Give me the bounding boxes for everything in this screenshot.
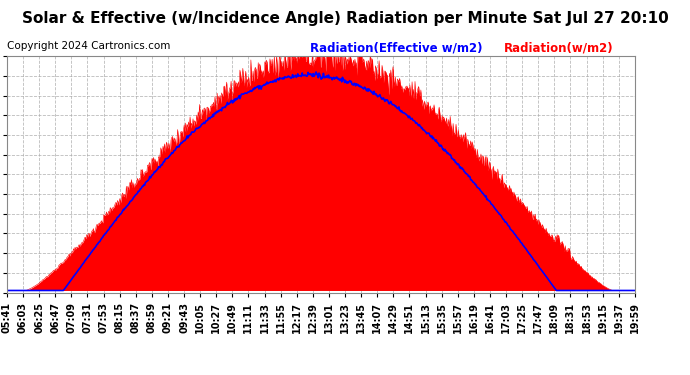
Text: Radiation(Effective w/m2): Radiation(Effective w/m2) bbox=[310, 41, 483, 54]
Text: Copyright 2024 Cartronics.com: Copyright 2024 Cartronics.com bbox=[7, 41, 170, 51]
Text: Radiation(w/m2): Radiation(w/m2) bbox=[504, 41, 613, 54]
Text: Solar & Effective (w/Incidence Angle) Radiation per Minute Sat Jul 27 20:10: Solar & Effective (w/Incidence Angle) Ra… bbox=[21, 11, 669, 26]
